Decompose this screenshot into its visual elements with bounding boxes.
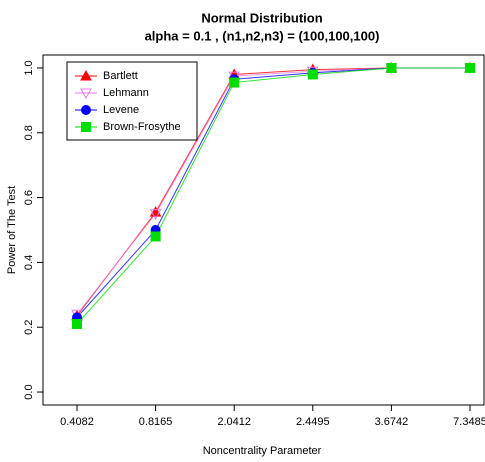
x-tick-label: 0.8165 [139, 416, 173, 428]
data-point [150, 231, 161, 242]
y-tick-label: 0.0 [23, 384, 35, 399]
y-tick-label: 1.0 [23, 60, 35, 75]
x-tick-label: 7.3485 [453, 416, 485, 428]
legend-label: Brown-Frosythe [103, 121, 181, 133]
data-point [72, 318, 82, 329]
legend-label: Levene [103, 104, 139, 116]
chart-subtitle: alpha = 0.1 , (n1,n2,n3) = (100,100,100) [145, 28, 380, 43]
data-point [149, 209, 162, 220]
y-tick-label: 0.2 [23, 320, 35, 335]
y-axis-label: Power of The Test [6, 186, 18, 274]
legend-marker [80, 69, 92, 81]
series-line [76, 67, 470, 325]
legend-marker [80, 88, 92, 100]
y-tick-label: 0.4 [23, 255, 35, 270]
data-point [465, 62, 475, 73]
legend-label: Lehmann [103, 87, 149, 99]
data-point [386, 62, 397, 73]
x-tick-label: 3.6742 [375, 416, 409, 428]
x-axis-label: Noncentrality Parameter [203, 445, 322, 457]
legend-marker [81, 105, 91, 115]
legend-label: Bartlett [103, 70, 138, 82]
x-tick-label: 2.4495 [296, 416, 330, 428]
legend-marker [81, 122, 91, 132]
data-point [307, 69, 318, 80]
data-point [229, 77, 240, 88]
chart-title: Normal Distribution [201, 10, 322, 25]
plot-box [42, 54, 485, 406]
y-tick-label: 0.8 [23, 125, 35, 140]
x-tick-label: 0.4082 [60, 416, 94, 428]
x-tick-label: 2.0412 [217, 416, 251, 428]
y-tick-label: 0.6 [23, 190, 35, 205]
